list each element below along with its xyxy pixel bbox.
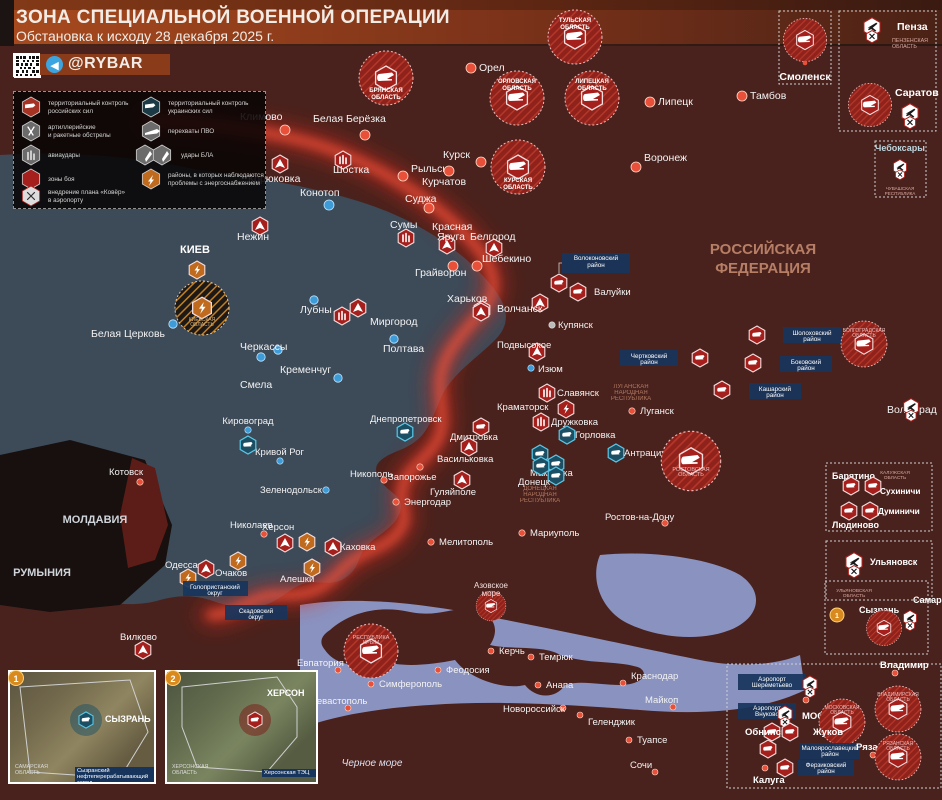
svg-text:РЕСПУБЛИКА: РЕСПУБЛИКА xyxy=(885,191,917,196)
svg-text:территориальный контроль: территориальный контроль xyxy=(168,99,249,107)
svg-text:и ракетные обстрелы: и ракетные обстрелы xyxy=(48,131,111,139)
svg-text:проблемы с энергоснабжением: проблемы с энергоснабжением xyxy=(168,179,260,187)
svg-text:в аэропорту: в аэропорту xyxy=(48,197,84,204)
svg-text:районы, в которых наблюдаются: районы, в которых наблюдаются xyxy=(168,171,264,179)
svg-text:Пенза: Пенза xyxy=(897,21,928,33)
svg-text:артиллерийские: артиллерийские xyxy=(48,123,96,131)
svg-text:авиаудары: авиаудары xyxy=(48,152,80,159)
svg-text:Саратов: Саратов xyxy=(895,87,939,99)
svg-text:Смоленск: Смоленск xyxy=(779,71,831,83)
svg-text:внедрение плана «Ковёр»: внедрение плана «Ковёр» xyxy=(48,189,125,196)
svg-text:украинских сил: украинских сил xyxy=(168,108,213,115)
svg-text:Чебоксары: Чебоксары xyxy=(875,143,925,153)
svg-text:перехваты ПВО: перехваты ПВО xyxy=(168,128,214,135)
svg-text:российских сил: российских сил xyxy=(48,107,93,115)
svg-text:удары БЛА: удары БЛА xyxy=(181,152,214,159)
svg-text:зоны боя: зоны боя xyxy=(48,175,75,183)
svg-text:ОБЛАСТЬ: ОБЛАСТЬ xyxy=(892,44,917,50)
svg-text:территориальный контроль: территориальный контроль xyxy=(48,99,129,107)
